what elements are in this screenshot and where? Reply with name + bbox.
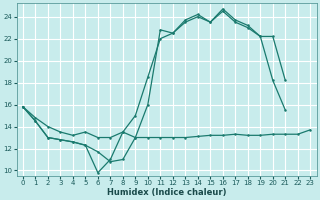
X-axis label: Humidex (Indice chaleur): Humidex (Indice chaleur) xyxy=(107,188,226,197)
